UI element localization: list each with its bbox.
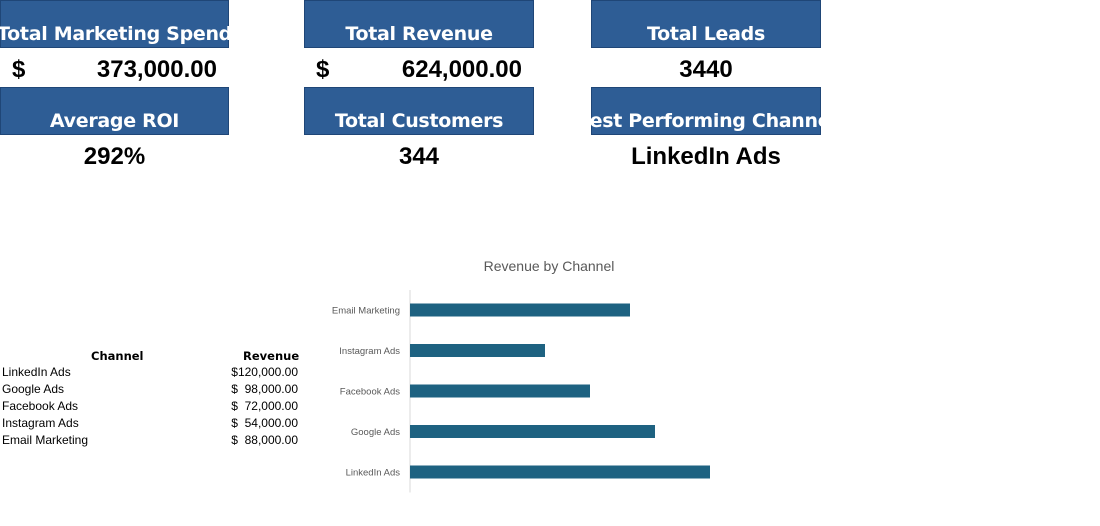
chart-category-label: Instagram Ads [339, 346, 400, 357]
kpi-header-total-marketing-spend: Total Marketing Spend [0, 0, 232, 48]
column-header-revenue: Revenue [243, 349, 300, 363]
currency-symbol: $ [12, 56, 26, 83]
kpi-label: Total Revenue [345, 23, 493, 45]
kpi-header-average-roi: Average ROI [0, 87, 229, 135]
cell-revenue: $ 88,000.00 [231, 433, 298, 447]
kpi-number: 624,000.00 [401, 56, 522, 83]
chart-bar[interactable] [410, 384, 590, 398]
kpi-header-total-revenue: Total Revenue [304, 0, 534, 48]
cell-revenue: $ 98,000.00 [231, 382, 298, 396]
cell-channel: Facebook Ads [2, 399, 79, 413]
kpi-label: Total Marketing Spend [0, 23, 232, 45]
kpi-number: 344 [398, 143, 440, 170]
kpi-value-best-channel: LinkedIn Ads [591, 139, 821, 175]
chart-category-label: Email Marketing [332, 306, 400, 317]
kpi-number: 3440 [679, 56, 733, 83]
kpi-header-total-leads: Total Leads [591, 0, 821, 48]
kpi-header-best-channel: Best Performing Channel [575, 87, 837, 135]
kpi-number: 373,000.00 [96, 56, 217, 83]
kpi-label: Total Customers [334, 110, 504, 132]
kpi-value-total-leads: 3440 [591, 52, 821, 88]
chart-svg: Revenue by Channel Email Marketing Instagr… [332, 258, 710, 493]
cell-channel: LinkedIn Ads [2, 365, 71, 379]
chart-category-label: LinkedIn Ads [346, 468, 401, 479]
chart-category-label: Google Ads [351, 427, 400, 438]
kpi-number: 292% [83, 143, 146, 170]
chart-bar[interactable] [410, 303, 630, 317]
kpi-value-total-marketing-spend: $ 373,000.00 [0, 52, 229, 88]
kpi-header-total-customers: Total Customers [304, 87, 534, 135]
chart-bar[interactable] [410, 344, 545, 357]
chart-category-label: Facebook Ads [340, 387, 400, 398]
chart-bar[interactable] [410, 465, 710, 479]
table-row: Facebook Ads $ 72,000.00 [0, 399, 300, 416]
cell-channel: Google Ads [2, 382, 65, 396]
currency-symbol: $ [316, 56, 330, 83]
table-row: Email Marketing $ 88,000.00 [0, 433, 300, 450]
cell-revenue: $ 54,000.00 [231, 416, 298, 430]
chart-bar[interactable] [410, 425, 655, 438]
kpi-value-average-roi: 292% [0, 139, 229, 175]
kpi-value-total-customers: 344 [304, 139, 534, 175]
cell-channel: Instagram Ads [2, 416, 79, 430]
kpi-value-total-revenue: $ 624,000.00 [304, 52, 534, 88]
kpi-label: Average ROI [49, 110, 180, 132]
column-header-channel: Channel [91, 349, 144, 363]
kpi-label: Total Leads [647, 23, 765, 45]
cell-revenue: $ 72,000.00 [231, 399, 298, 413]
table-row: Instagram Ads $ 54,000.00 [0, 416, 300, 433]
revenue-by-channel-chart[interactable]: Revenue by Channel Email Marketing Instagr… [300, 250, 800, 495]
cell-revenue: $120,000.00 [231, 365, 298, 379]
chart-title: Revenue by Channel [484, 258, 615, 274]
table-row: Google Ads $ 98,000.00 [0, 382, 300, 399]
cell-channel: Email Marketing [2, 433, 89, 447]
kpi-number: LinkedIn Ads [631, 143, 781, 170]
kpi-label: Best Performing Channel [575, 110, 837, 132]
table-row: LinkedIn Ads $120,000.00 [0, 365, 300, 382]
